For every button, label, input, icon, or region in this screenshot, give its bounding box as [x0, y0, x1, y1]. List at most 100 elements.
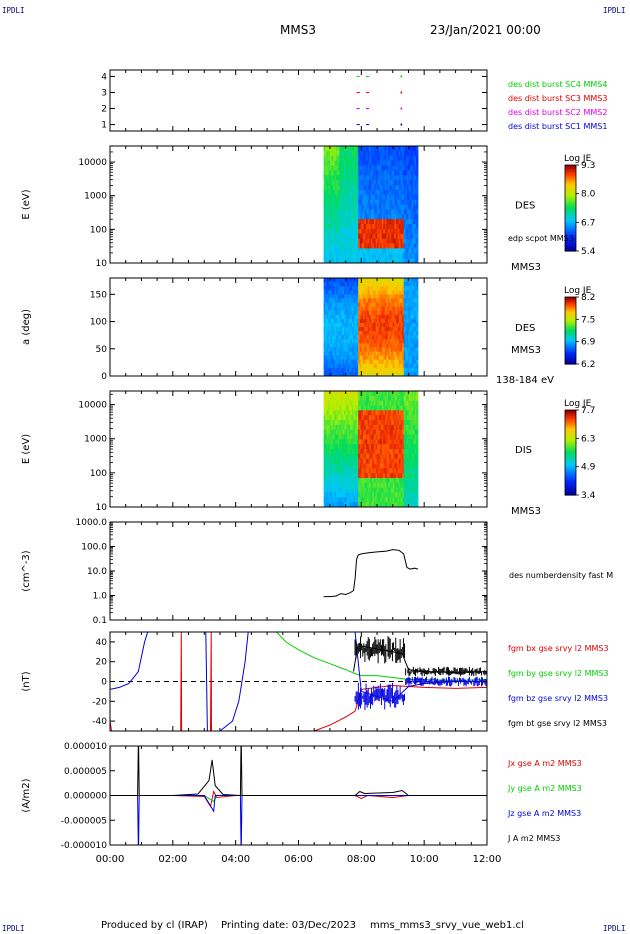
des_pitch-cell — [381, 286, 384, 291]
des_pitch-colorbar: Log JE8.27.56.96.2 — [564, 286, 596, 370]
dis_energy-colorbar-cell — [565, 410, 576, 413]
des_pitch-cell — [334, 327, 337, 332]
des_pitch-cell — [329, 278, 332, 283]
des_pitch-cell — [397, 294, 400, 299]
dis_energy-cell — [392, 420, 395, 426]
dis_energy-cell — [405, 497, 408, 503]
des_pitch-cell — [339, 347, 342, 352]
des_pitch-cell — [410, 282, 413, 287]
des_energy-cell — [405, 175, 408, 181]
dis_energy-cell — [337, 473, 340, 479]
dis_energy-cell — [362, 497, 365, 503]
dis_energy-cell — [323, 492, 326, 498]
dis_energy-cell — [373, 449, 376, 455]
des_energy-cell — [367, 214, 370, 220]
des_energy-cell — [364, 253, 367, 259]
des_energy-cell — [378, 146, 381, 152]
des_pitch-cell — [350, 367, 353, 373]
dis_energy-cell — [377, 395, 380, 402]
des_energy-cell — [329, 180, 332, 186]
dis_energy-cell — [386, 410, 389, 416]
des_pitch-cell — [397, 286, 400, 291]
des_energy-cell — [397, 185, 400, 191]
dis_energy-cell — [326, 468, 329, 474]
dis_energy-cell — [397, 391, 400, 397]
dis_energy-cell — [334, 424, 337, 431]
des_pitch-cell — [334, 318, 337, 324]
des_pitch-cell — [380, 302, 383, 308]
dis_energy-cell — [408, 439, 411, 445]
dis_energy-cell — [323, 458, 326, 464]
dis_energy-cell — [350, 473, 353, 479]
des_energy-cell — [406, 214, 409, 220]
dis_energy-cell — [340, 444, 343, 450]
des_pitch-cell — [355, 322, 358, 328]
des_pitch-cell — [331, 347, 334, 352]
dis_energy-cell — [348, 453, 351, 460]
des_energy-cell — [400, 194, 403, 201]
dis_energy-cell — [328, 400, 331, 406]
des_energy-cell — [402, 199, 405, 205]
des_energy-cell — [348, 228, 351, 235]
des_energy-cell — [384, 228, 387, 235]
dis_energy-cell — [345, 492, 348, 498]
dis_energy-cell — [351, 468, 354, 474]
des_energy-cell — [344, 175, 347, 181]
des_pitch-cell — [329, 371, 332, 377]
dis_energy-cell — [380, 444, 383, 450]
dis_energy-cell — [331, 420, 334, 426]
dis_energy-cell — [388, 439, 391, 445]
des_pitch-cell — [337, 335, 340, 340]
dis_energy-cell — [392, 449, 395, 455]
des_energy-cell — [355, 155, 358, 162]
dis_energy-cell — [333, 458, 336, 464]
dis_energy-cell — [405, 405, 408, 411]
des_energy-cell — [381, 204, 384, 210]
dis_energy-cell — [369, 434, 372, 440]
des_pitch-cell — [348, 294, 351, 299]
des_energy-cell — [351, 233, 354, 240]
dis_energy-cell — [339, 502, 342, 508]
des_energy-cell — [389, 248, 392, 254]
des_energy-cell — [395, 253, 398, 259]
des_pitch-cell — [411, 327, 414, 332]
dis_energy-colorbar-tick-label: 7.7 — [581, 406, 595, 416]
des_energy-cell — [399, 189, 402, 196]
des_energy-cell — [325, 150, 328, 157]
dis_energy-cell — [370, 439, 373, 445]
des_energy-cell — [377, 150, 380, 157]
des_pitch-cell — [381, 318, 384, 324]
des_pitch-cell — [375, 278, 378, 283]
des_pitch-cell — [395, 290, 398, 295]
des_energy-cell — [375, 150, 378, 157]
des_energy-cell — [347, 243, 350, 249]
des_pitch-cell — [372, 335, 375, 340]
des_pitch-cell — [373, 371, 376, 377]
des_pitch-cell — [395, 310, 398, 316]
des_pitch-cell — [400, 302, 403, 308]
dis_energy-cell — [377, 492, 380, 498]
des_pitch-cell — [403, 355, 406, 361]
dis_energy-cell — [411, 424, 414, 431]
des_energy-colorbar-cell — [565, 180, 576, 183]
dis_energy-cell — [353, 405, 356, 411]
des_pitch-cell — [351, 343, 354, 348]
des_energy-cell — [348, 165, 351, 171]
des_energy-cell — [328, 160, 331, 166]
des_pitch-cell — [348, 278, 351, 283]
des_pitch-cell — [414, 302, 417, 308]
des_pitch-cell — [395, 314, 398, 320]
des_energy-cell — [340, 233, 343, 240]
des_energy-cell — [410, 248, 413, 254]
des_pitch-cell — [397, 314, 400, 320]
des_pitch-cell — [405, 282, 408, 287]
des_energy-cell — [351, 224, 354, 230]
des_energy-cell — [414, 238, 417, 244]
des_energy-cell — [356, 170, 359, 176]
des_energy-cell — [375, 180, 378, 186]
des_energy-cell — [336, 185, 339, 191]
des_pitch-cell — [326, 339, 329, 344]
des_energy-cell — [414, 243, 417, 249]
des_energy-cell — [405, 170, 408, 176]
dis_energy-cell — [339, 478, 342, 484]
